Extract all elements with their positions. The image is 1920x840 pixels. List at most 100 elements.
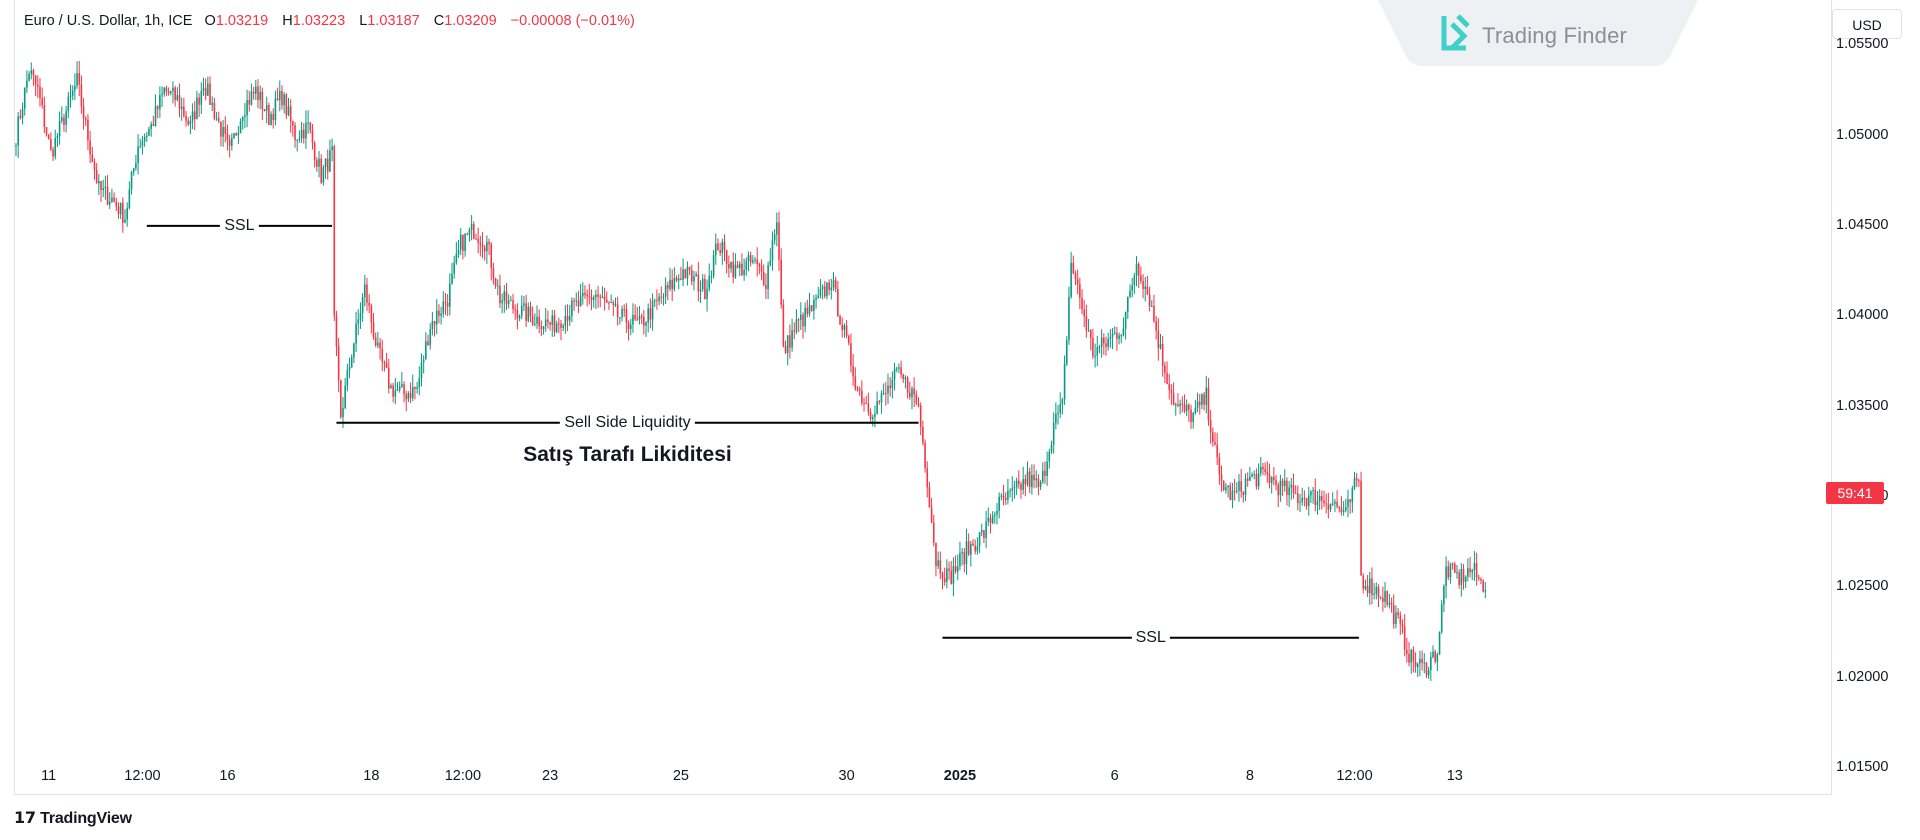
candlestick-plot[interactable] bbox=[0, 0, 1832, 795]
candle-body bbox=[538, 316, 540, 327]
candle-body bbox=[1419, 658, 1421, 664]
candle-body bbox=[1159, 344, 1162, 349]
time-tick-label: 30 bbox=[838, 768, 855, 784]
logo-tab bbox=[1378, 0, 1698, 66]
candle-body bbox=[1373, 593, 1375, 595]
candle-body bbox=[640, 316, 643, 318]
candle-body bbox=[1467, 568, 1469, 577]
candle-body bbox=[961, 551, 963, 554]
candle-body bbox=[549, 322, 551, 325]
candle-body bbox=[573, 300, 575, 302]
candle-body bbox=[529, 306, 532, 317]
candle-body bbox=[662, 296, 665, 298]
candle-body bbox=[653, 300, 656, 302]
candle-body bbox=[63, 117, 65, 125]
candle-body bbox=[1366, 586, 1369, 593]
candle-body bbox=[292, 120, 294, 126]
candle-body bbox=[1336, 501, 1338, 507]
change-value: −0.00008 (−0.01%) bbox=[510, 13, 635, 29]
candle-body bbox=[693, 276, 695, 282]
candle-body bbox=[1181, 403, 1184, 405]
candle-body bbox=[76, 73, 78, 86]
candle-body bbox=[283, 94, 285, 106]
candle-body bbox=[1292, 484, 1295, 494]
price-tick-label: 1.03500 bbox=[1836, 397, 1889, 414]
candle-body bbox=[919, 405, 922, 427]
time-tick-label: 12:00 bbox=[124, 768, 161, 784]
candle-body bbox=[222, 127, 224, 137]
candle-body bbox=[985, 521, 987, 538]
candle-body bbox=[231, 137, 233, 146]
candle-body bbox=[1164, 365, 1166, 373]
symbol-label[interactable]: Euro / U.S. Dollar, 1h, ICE bbox=[24, 13, 193, 29]
candle-body bbox=[656, 300, 658, 302]
tradingview-brand[interactable]: 𝟭𝟳 TradingView bbox=[14, 808, 132, 828]
candle-body bbox=[433, 321, 436, 325]
candle-body bbox=[1133, 275, 1136, 286]
candle-body bbox=[540, 326, 543, 330]
candle-body bbox=[732, 261, 735, 278]
candle-body bbox=[1166, 372, 1168, 384]
candle-body bbox=[124, 219, 126, 223]
candle-body bbox=[313, 142, 316, 161]
candle-body bbox=[265, 105, 268, 111]
candle-body bbox=[178, 95, 181, 109]
candle-body bbox=[1283, 480, 1286, 486]
chart-pane[interactable] bbox=[14, 0, 1832, 795]
candle-body bbox=[180, 106, 183, 109]
candle-body bbox=[871, 417, 874, 419]
candle-body bbox=[1127, 296, 1129, 313]
candle-body bbox=[1201, 394, 1203, 405]
candle-body bbox=[350, 357, 353, 367]
candle-body bbox=[741, 263, 743, 276]
candle-body bbox=[281, 90, 283, 106]
candle-body bbox=[1148, 294, 1151, 307]
candle-body bbox=[47, 134, 50, 139]
candle-body bbox=[1018, 480, 1020, 485]
candle-body bbox=[1462, 568, 1465, 582]
candle-body bbox=[217, 118, 220, 122]
currency-button[interactable]: USD bbox=[1832, 9, 1902, 39]
candle-body bbox=[1068, 296, 1070, 341]
candle-body bbox=[1471, 569, 1474, 573]
candle-body bbox=[1083, 309, 1085, 317]
candle-body bbox=[706, 288, 708, 300]
candle-body bbox=[1301, 497, 1303, 503]
candle-body bbox=[148, 128, 150, 136]
candle-body bbox=[228, 139, 231, 146]
candle-body bbox=[815, 297, 817, 300]
candle-body bbox=[320, 158, 322, 183]
candle-body bbox=[451, 273, 453, 284]
candle-body bbox=[1334, 501, 1336, 504]
candle-body bbox=[658, 296, 660, 301]
candle-body bbox=[1371, 578, 1373, 595]
candle-body bbox=[697, 274, 700, 292]
candle-body bbox=[1059, 404, 1062, 414]
candle-body bbox=[167, 91, 170, 94]
candle-body bbox=[1170, 389, 1173, 393]
candle-body bbox=[198, 97, 200, 105]
candle-body bbox=[1403, 626, 1406, 650]
candle-body bbox=[542, 326, 545, 330]
candle-body bbox=[701, 278, 704, 290]
candle-body bbox=[394, 390, 397, 397]
candle-body bbox=[1303, 497, 1306, 499]
candle-body bbox=[355, 323, 357, 344]
candle-body bbox=[965, 541, 968, 565]
candle-body bbox=[686, 266, 689, 279]
high-value: 1.03223 bbox=[292, 13, 346, 29]
candle-body bbox=[558, 323, 560, 325]
candle-body bbox=[534, 323, 536, 325]
candle-body bbox=[1377, 586, 1380, 598]
candle-body bbox=[364, 284, 366, 298]
candle-body bbox=[1098, 346, 1101, 348]
candle-body bbox=[616, 304, 619, 318]
candle-body bbox=[200, 90, 203, 105]
candle-body bbox=[623, 308, 626, 310]
candle-body bbox=[514, 309, 517, 311]
candle-body bbox=[1281, 480, 1284, 486]
candle-body bbox=[1174, 404, 1177, 406]
candle-body bbox=[244, 115, 246, 117]
candle-body bbox=[717, 243, 719, 251]
candle-body bbox=[834, 280, 837, 290]
